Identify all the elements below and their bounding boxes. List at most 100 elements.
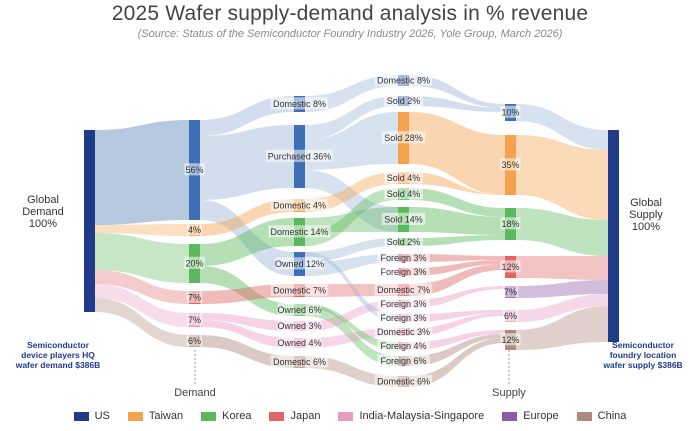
mid1-label-2-bg <box>270 198 329 211</box>
demand-label-2-bg <box>184 256 205 269</box>
flow-dm-6 <box>200 284 294 304</box>
mid1-label-7-bg <box>277 319 322 332</box>
global-demand-bar <box>84 130 95 312</box>
mid2-label-10: Foreign 3% <box>380 299 426 309</box>
flow-dm-0 <box>200 96 294 136</box>
mid2-label-8: Foreign 3% <box>380 267 426 277</box>
flow-dm-9 <box>200 335 294 368</box>
flow-mm-12 <box>305 328 398 348</box>
flow-mm-8 <box>305 254 398 276</box>
mid2-label-9: Domestic 7% <box>377 285 430 295</box>
flow-demand-4 <box>95 284 189 327</box>
mid1-label-4: Owned 12% <box>275 259 324 269</box>
legend: US Taiwan Korea Japan India-Malaysia-Singapo… <box>0 410 700 422</box>
legend-swatch-5 <box>502 411 518 421</box>
flow-dm-3 <box>200 199 294 236</box>
mid2-label-7: Foreign 3% <box>380 253 426 263</box>
mid2-label-11: Foreign 3% <box>380 313 426 323</box>
flow-ms-4 <box>409 188 505 217</box>
legend-swatch-3 <box>269 411 285 421</box>
supply-label-6: 12% <box>501 335 519 345</box>
mid1-label-1: Purchased 36% <box>268 152 332 162</box>
mid1-label-3-bg <box>268 225 331 238</box>
mid2-label-12-bg <box>374 325 433 338</box>
flow-ms-1 <box>409 96 505 112</box>
global-demand-label: Global Demand 100% <box>22 194 64 230</box>
mid1-label-6-bg <box>277 303 322 316</box>
supply-label-5: 6% <box>504 311 517 321</box>
legend-item-6: China <box>576 410 626 422</box>
flow-mm-7 <box>305 238 398 262</box>
demand-label-0-bg <box>184 163 205 176</box>
demand-note: Semiconductor device players HQ wafer dema… <box>15 340 101 370</box>
mid1-label-2: Domestic 4% <box>273 201 326 211</box>
flow-mm-4 <box>305 172 398 212</box>
supply-axis-label: Supply <box>492 387 526 399</box>
mid2-label-4: Sold 4% <box>387 189 421 199</box>
flow-ms-11 <box>409 310 505 322</box>
global-supply-label: Global Supply 100% <box>629 197 663 233</box>
mid2-label-5: Sold 14% <box>384 215 423 225</box>
flow-supply-3 <box>516 256 608 280</box>
flow-ms-14 <box>409 334 505 366</box>
mid2-label-6-bg <box>384 235 423 248</box>
flow-ms-9 <box>409 264 505 296</box>
mid2-label-4-bg <box>384 187 423 200</box>
supply-label-2: 18% <box>501 219 519 229</box>
mid2-label-0: Domestic 8% <box>377 76 430 86</box>
legend-label-0: US <box>94 410 110 422</box>
demand-label-5: 6% <box>188 336 201 346</box>
flow-mm-0 <box>305 75 398 112</box>
flow-supply-6 <box>516 306 608 350</box>
legend-swatch-0 <box>73 411 89 421</box>
flow-mm-14 <box>305 252 398 322</box>
supply-label-0-bg <box>500 105 521 118</box>
flow-mm-15 <box>305 304 398 350</box>
mid1-label-0: Domestic 8% <box>273 99 326 109</box>
flow-demand-0 <box>95 120 189 225</box>
flow-supply-1 <box>516 135 608 220</box>
flow-mm-1 <box>305 96 398 140</box>
supply-note: Semiconductor foundry location wafer suppl… <box>602 340 682 370</box>
supply-label-3-bg <box>500 260 521 273</box>
legend-label-5: Europe <box>523 410 559 422</box>
mid1-label-9: Domestic 6% <box>273 357 326 367</box>
flow-ms-15 <box>409 338 505 387</box>
flow-ms-6 <box>409 235 505 246</box>
flow-supply-5 <box>516 294 608 322</box>
legend-item-5: Europe <box>502 410 559 422</box>
demand-label-5-bg <box>186 334 203 347</box>
legend-item-1: Taiwan <box>127 410 183 422</box>
mid2-label-11-bg <box>377 311 430 324</box>
flow-ms-8 <box>409 260 505 276</box>
demand-label-4-bg <box>186 313 203 326</box>
supply-label-2-bg <box>500 217 521 230</box>
mid2-label-12: Domestic 3% <box>377 327 430 337</box>
supply-label-5-bg <box>502 309 519 322</box>
legend-label-3: Japan <box>290 410 321 422</box>
mid2-label-15: Domestic 6% <box>377 377 430 387</box>
flow-supply-4 <box>516 280 608 298</box>
demand-label-1: 4% <box>188 225 201 235</box>
mid1-label-6: Owned 6% <box>277 305 321 315</box>
mid1-label-5: Domestic 7% <box>273 286 326 296</box>
flow-ms-3 <box>409 172 505 195</box>
demand-label-1-bg <box>186 223 203 236</box>
flow-mm-13 <box>305 356 398 387</box>
demand-label-3-bg <box>186 290 203 303</box>
flow-ms-0 <box>409 75 505 108</box>
label-layer: 56% 4% 20% 7% 7% 6% Domestic 8% Purchased 36% Do… <box>15 73 683 399</box>
mid2-label-15-bg <box>374 374 433 387</box>
mid1-label-9-bg <box>270 355 329 368</box>
legend-swatch-4 <box>338 411 354 421</box>
legend-label-2: Korea <box>222 410 252 422</box>
flow-dm-8 <box>200 320 294 348</box>
flow-ms-12 <box>409 313 505 336</box>
flow-demand-3 <box>95 270 189 304</box>
mid2-label-3-bg <box>384 171 423 184</box>
legend-swatch-6 <box>576 411 592 421</box>
supply-label-4-bg <box>502 285 519 298</box>
flow-dm-1 <box>200 125 294 200</box>
supply-label-4: 7% <box>504 287 517 297</box>
supply-label-3: 12% <box>501 262 519 272</box>
